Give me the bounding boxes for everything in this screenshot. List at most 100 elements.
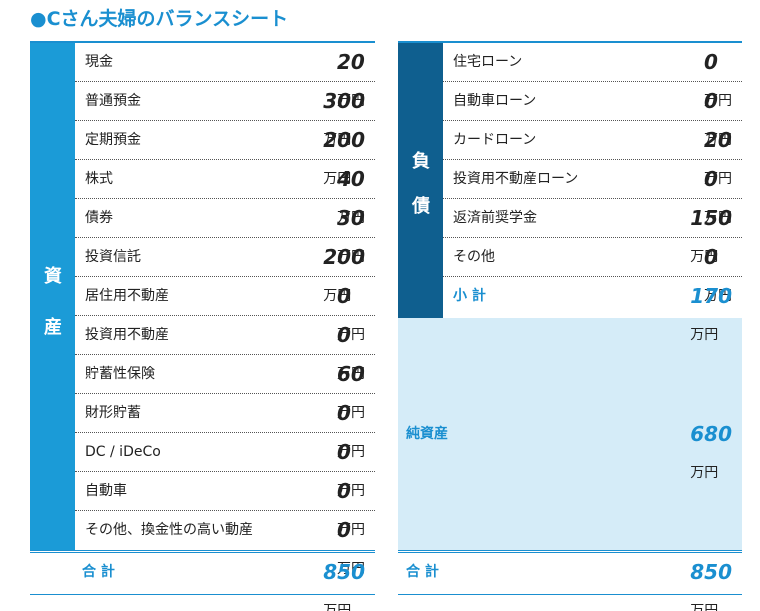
amount-unit: 万円 <box>337 483 365 499</box>
double-rule <box>30 550 375 553</box>
row-label: 投資用不動産ローン <box>453 171 579 187</box>
bottom-rule <box>30 594 375 595</box>
amount-unit: 万円 <box>690 465 719 481</box>
table-row: 合 計 850 万円 <box>398 553 742 611</box>
amount-unit: 万円 <box>337 522 365 538</box>
row-label: 投資信託 <box>85 249 141 265</box>
amount-unit: 万円 <box>337 210 365 226</box>
table-row: 合 計 850 万円 <box>30 553 375 611</box>
row-label: 小 計 <box>453 288 486 304</box>
amount-number: 60 <box>337 362 365 386</box>
amount: 60 万円 <box>337 355 365 433</box>
amount: 0 万円 <box>337 511 365 589</box>
amount-number: 20 <box>704 128 732 152</box>
amount-number: 200 <box>323 245 365 269</box>
table-row: 自動車 0 万円 <box>75 472 375 538</box>
amount-number: 0 <box>704 50 718 74</box>
amount-number: 0 <box>337 479 351 503</box>
amount-number: 850 <box>323 560 365 584</box>
amount: 0 万円 <box>337 472 365 550</box>
side-label: 産 <box>44 317 62 338</box>
table-row: 投資信託 200 万円 <box>75 238 375 304</box>
amount: 0 万円 <box>704 238 732 316</box>
row-label: 投資用不動産 <box>85 327 169 343</box>
amount-number: 0 <box>337 401 351 425</box>
amount-unit: 万円 <box>690 603 719 611</box>
amount: 150 万円 <box>690 199 732 277</box>
title: ●Cさん夫婦のバランスシート <box>30 8 289 30</box>
side-label: 負 <box>412 151 430 172</box>
amount-number: 0 <box>337 323 351 347</box>
table-row: 居住用不動産 0 万円 <box>75 277 375 343</box>
row-label: 定期預金 <box>85 132 141 148</box>
row-label: 普通預金 <box>85 93 141 109</box>
amount: 40 万円 <box>337 160 365 238</box>
amount: 170 万円 <box>690 277 732 355</box>
amount-unit: 万円 <box>704 210 732 226</box>
amount-unit: 万円 <box>337 561 365 577</box>
row-label: 現金 <box>85 54 113 70</box>
amount: 850 万円 <box>690 553 732 611</box>
double-rule <box>398 550 742 553</box>
amount-unit: 万円 <box>337 249 365 265</box>
table-row: 債券 30 万円 <box>75 199 375 265</box>
row-label: 住宅ローン <box>453 54 523 70</box>
table-row: カードローン 20 万円 <box>443 121 742 187</box>
table-row: DC / iDeCo 0 万円 <box>75 433 375 499</box>
row-label: 自動車 <box>85 483 127 499</box>
amount: 0 万円 <box>704 160 732 238</box>
row-label: 財形貯蓄 <box>85 405 141 421</box>
table-row: 現金 20 万円 <box>75 43 375 109</box>
amount-unit: 万円 <box>704 93 732 109</box>
amount-number: 0 <box>337 440 351 464</box>
amount: 30 万円 <box>337 199 365 277</box>
amount-unit: 万円 <box>704 171 732 187</box>
amount-number: 680 <box>690 422 732 446</box>
amount-unit: 万円 <box>323 603 352 611</box>
table-row: 自動車ローン 0 万円 <box>443 82 742 148</box>
amount-unit: 万円 <box>690 327 719 343</box>
amount-number: 0 <box>337 518 351 542</box>
side-label: 資 <box>44 266 62 287</box>
amount: 20 万円 <box>337 43 365 121</box>
row-label: その他 <box>453 249 495 265</box>
row-label: 合 計 <box>82 564 115 580</box>
net-assets-area <box>398 318 742 550</box>
amount: 0 万円 <box>337 277 365 355</box>
amount-unit: 万円 <box>704 288 732 304</box>
amount-number: 0 <box>337 284 351 308</box>
amount: 200 万円 <box>323 121 365 199</box>
amount-number: 200 <box>323 128 365 152</box>
amount-number: 40 <box>337 167 365 191</box>
amount: 680 万円 <box>690 415 732 493</box>
amount-number: 150 <box>690 206 732 230</box>
amount-unit: 万円 <box>337 327 365 343</box>
amount-number: 170 <box>690 284 732 308</box>
row-label: 合 計 <box>406 564 439 580</box>
row-label: 純資産 <box>406 426 448 442</box>
liabilities-side <box>398 43 443 318</box>
amount: 0 万円 <box>704 82 732 160</box>
amount-unit: 万円 <box>323 132 352 148</box>
amount-unit: 万円 <box>337 405 365 421</box>
row-label: カードローン <box>453 132 537 148</box>
table-row: 財形貯蓄 0 万円 <box>75 394 375 460</box>
amount: 0 万円 <box>337 316 365 394</box>
amount-unit: 万円 <box>337 93 365 109</box>
amount-number: 20 <box>337 50 365 74</box>
table-row: 返済前奨学金 150 万円 <box>443 199 742 265</box>
row-label: 自動車ローン <box>453 93 537 109</box>
table-row: 株式 40 万円 <box>75 160 375 226</box>
table-row: 投資用不動産ローン 0 万円 <box>443 160 742 226</box>
amount-number: 850 <box>690 560 732 584</box>
table-row: 投資用不動産 0 万円 <box>75 316 375 382</box>
top-rule <box>30 41 375 43</box>
table-row: 定期預金 200 万円 <box>75 121 375 187</box>
amount-number: 30 <box>337 206 365 230</box>
amount-number: 0 <box>704 167 718 191</box>
amount-number: 300 <box>323 89 365 113</box>
row-label: 債券 <box>85 210 113 226</box>
table-row: その他、換金性の高い動産 0 万円 <box>75 511 375 577</box>
amount: 200 万円 <box>323 238 365 316</box>
